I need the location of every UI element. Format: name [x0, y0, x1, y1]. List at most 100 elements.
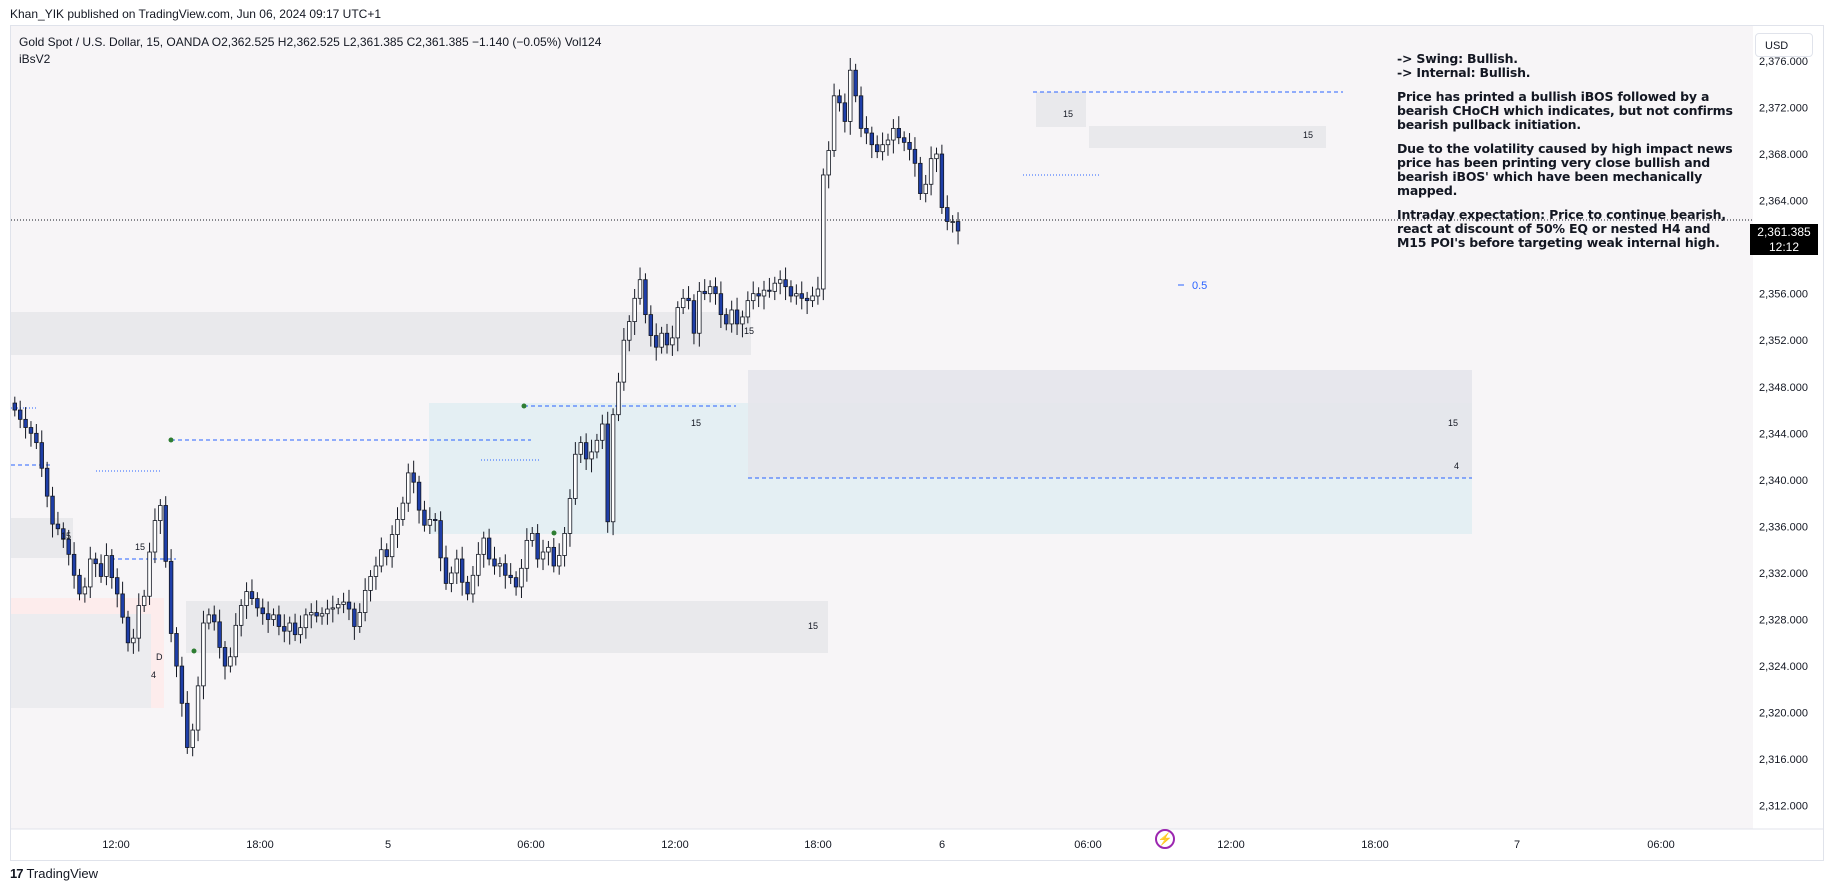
candle-body — [459, 558, 465, 583]
note-line: Price has printed a bullish iBOS followe… — [1397, 89, 1710, 104]
candle-body — [400, 502, 406, 520]
candle-body — [244, 591, 249, 606]
candle-body — [901, 137, 907, 143]
candle-body — [583, 442, 589, 460]
candle-body — [39, 442, 44, 469]
indicator-label[interactable]: iBsV2 — [19, 52, 51, 66]
candle-body — [158, 505, 163, 522]
time-tick-label: 12:00 — [661, 839, 689, 851]
candle-body — [168, 560, 174, 634]
zone-tf-label: 15 — [1303, 130, 1313, 140]
candle-body — [621, 339, 627, 383]
candle-body — [858, 95, 864, 129]
candle-body — [654, 335, 659, 348]
note-line: price has been printing very close bulli… — [1397, 155, 1710, 170]
candle-body — [697, 290, 702, 334]
candle-body — [406, 472, 411, 504]
candle-body — [783, 279, 788, 288]
candle-body — [346, 601, 352, 610]
candle-body — [729, 309, 734, 325]
candle-body — [206, 614, 212, 624]
candle-body — [853, 69, 858, 97]
note-line: bearish pullback initiation. — [1397, 117, 1581, 132]
candle-body — [282, 626, 287, 632]
time-tick-label: 06:00 — [1647, 839, 1675, 851]
price-tick-label: 2,324.000 — [1759, 661, 1808, 673]
candle-body — [648, 314, 654, 336]
candle-body — [163, 505, 168, 562]
candle-body — [287, 622, 292, 632]
candle-body — [449, 572, 454, 584]
price-tick-label: 2,328.000 — [1759, 615, 1808, 627]
candle-body — [923, 183, 928, 194]
candle-body — [777, 279, 783, 284]
candle-body — [17, 409, 23, 420]
candle-body — [928, 158, 934, 185]
candle-body — [664, 332, 670, 346]
candle-body — [751, 293, 756, 302]
candle-body — [594, 439, 600, 453]
candle-body — [470, 574, 476, 595]
currency-button[interactable]: USD — [1755, 33, 1813, 57]
candle-body — [540, 551, 546, 560]
zone-labels: 15 15 15 15 15 15 15 15 4 4 D 0.5 — [61, 109, 1459, 680]
time-tick-label: 18:00 — [1361, 839, 1389, 851]
candle-body — [373, 565, 379, 577]
price-axis[interactable]: 2,312.000 2,316.000 2,320.000 2,324.000 2,32… — [1759, 56, 1808, 813]
time-tick-label: 18:00 — [804, 839, 832, 851]
logo-text: TradingView — [26, 866, 99, 881]
candle-body — [772, 282, 777, 292]
candle-body — [885, 139, 891, 146]
candle-body — [71, 553, 77, 576]
candle-body — [201, 622, 206, 687]
candle-body — [115, 577, 120, 595]
candle-body — [44, 467, 50, 497]
candle-body — [589, 451, 594, 460]
candle-body — [23, 418, 28, 428]
note-line: bearish CHoCH which indicates, but not c… — [1397, 103, 1733, 118]
note-line: Due to the volatility caused by high imp… — [1397, 141, 1733, 156]
candle-body — [627, 321, 632, 341]
candle-body — [637, 279, 643, 299]
time-tick-label: 18:00 — [246, 839, 274, 851]
last-price-badge: 2,361.385 12:12 — [1750, 224, 1818, 255]
note-paragraph: Intraday expectation: Price to continue … — [1397, 208, 1737, 250]
candle-body — [82, 586, 88, 595]
candle-body — [767, 289, 772, 292]
ob-zone — [1089, 126, 1326, 148]
candle-body — [600, 423, 605, 441]
candle-body — [508, 574, 513, 579]
price-tick-label: 2,368.000 — [1759, 149, 1808, 161]
candle-body — [271, 614, 276, 620]
candle-body — [794, 293, 799, 297]
candle-body — [686, 297, 691, 302]
candle-body — [136, 605, 141, 639]
candle-body — [185, 702, 190, 748]
candle-body — [670, 337, 675, 346]
price-chart[interactable]: 15 15 15 15 15 15 15 15 4 4 D 0.5 2,312.… — [11, 26, 1823, 860]
tradingview-logo[interactable]: 17 TradingView — [10, 866, 98, 881]
structure-lines — [11, 91, 1753, 560]
time-axis[interactable]: 12:00 18:00 5 06:00 12:00 18:00 6 06:00 12:00 18:… — [102, 839, 1675, 851]
zone-tf-label: 15 — [135, 542, 145, 552]
flash-icon[interactable]: ⚡ — [1155, 829, 1175, 849]
candle-body — [643, 279, 648, 316]
candle-body — [707, 286, 713, 295]
candle-body — [265, 613, 271, 620]
candle-body — [141, 595, 147, 606]
analysis-note: -> Swing: Bullish. -> Internal: Bullish.… — [1397, 52, 1737, 260]
candle-body — [98, 563, 104, 577]
candle-body — [761, 289, 767, 297]
candle-body — [551, 546, 556, 567]
candle-body — [492, 558, 497, 567]
candle-body — [233, 624, 238, 658]
swing-point — [168, 437, 174, 443]
candle-body — [362, 590, 368, 613]
candle-body — [335, 603, 341, 609]
candle-body — [152, 520, 158, 553]
candle-body — [821, 174, 826, 290]
chart-pane[interactable]: 15 15 15 15 15 15 15 15 4 4 D 0.5 2,312.… — [10, 25, 1824, 861]
candle-body — [352, 608, 357, 627]
candle-body — [804, 297, 810, 302]
candle-body — [341, 601, 346, 605]
